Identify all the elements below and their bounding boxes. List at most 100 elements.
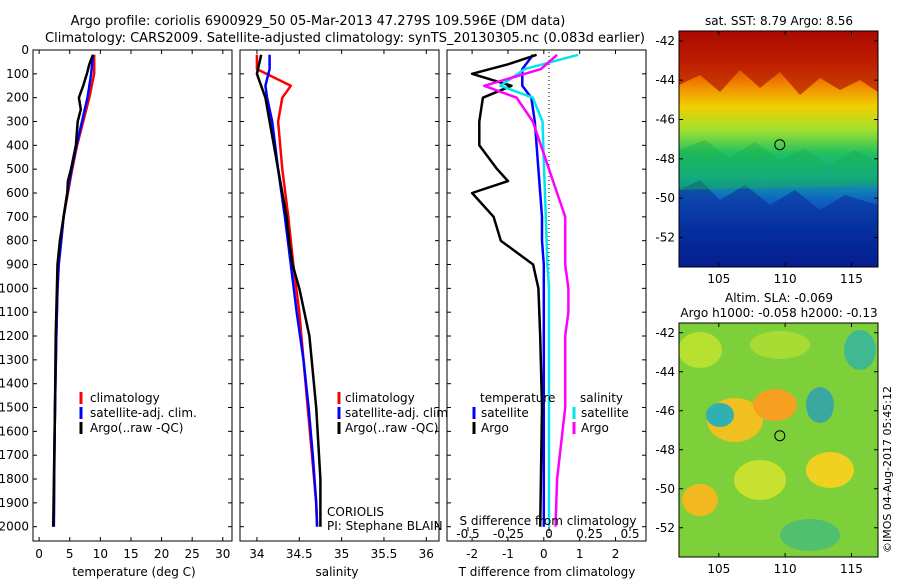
legend-label-climatology: climatology: [345, 391, 415, 405]
s-diff-tick-label: 0: [545, 527, 553, 541]
temperature-panel: 0100200300400500600700800900100011001200…: [0, 43, 233, 579]
temperature-x-axis: 0 5 10 15 20 25 30: [35, 50, 230, 561]
float-operator-label: CORIOLIS: [327, 505, 384, 519]
s-difference-x-axis: -0.5 -0.25 0 0.25 0.5: [456, 527, 640, 541]
x-tick-label: 5: [66, 547, 74, 561]
sst-cold-front-texture: [679, 180, 878, 267]
lon-tick-label: 115: [840, 562, 863, 576]
x-tick-label: 36: [419, 547, 434, 561]
lat-tick-label: -52: [655, 521, 675, 535]
x-tick-label: -1: [502, 547, 514, 561]
depth-tick-label: 1100: [0, 305, 29, 319]
sst-map-axes: -42 -44 -46 -48 -50 -52 105 110 115: [655, 31, 878, 286]
depth-tick-label: 1700: [0, 448, 29, 462]
depth-tick-label: 700: [6, 210, 29, 224]
depth-tick-label: 1000: [0, 281, 29, 295]
depth-tick-label: 1900: [0, 496, 29, 510]
legend-title-salinity: salinity: [580, 391, 623, 405]
legend-label-satellite: satellite-adj. clim.: [345, 406, 452, 420]
sst-map-panel: sat. SST: 8.79 Argo: 8.56 -42 -44 -46 -48 -5…: [655, 14, 879, 286]
sst-map-title: sat. SST: 8.79 Argo: 8.56: [705, 14, 853, 28]
salinity-panel: 34 34.5 35 35.5 36 salinity climatology sate…: [239, 49, 452, 579]
sla-map-title-line1: Altim. SLA: -0.069: [725, 291, 833, 305]
sla-map-title-line2: Argo h1000: -0.058 h2000: -0.13: [680, 306, 877, 320]
sla-anomaly-blob: [734, 460, 786, 500]
lat-tick-label: -48: [655, 152, 675, 166]
difference-panel: -2 -1 0 1 2 -0.5 -0.25 0 0.25 0.5 S difference f…: [446, 49, 647, 579]
depth-tick-label: 500: [6, 162, 29, 176]
sla-map-frame: [678, 322, 879, 558]
difference-legend: temperature satellite Argo salinity sate…: [472, 391, 629, 435]
difference-depth-ticks: [447, 49, 646, 528]
x-tick-label: 34.5: [286, 547, 313, 561]
sla-anomaly-blob: [753, 389, 797, 421]
depth-tick-label: 0: [21, 43, 29, 57]
depth-tick-label: 1200: [0, 329, 29, 343]
legend-label-argo: Argo(..raw -QC): [90, 421, 183, 435]
x-tick-label: -2: [466, 547, 478, 561]
lat-tick-label: -42: [655, 34, 675, 48]
x-tick-label: 35: [334, 547, 349, 561]
salinity-x-axis: 34 34.5 35 35.5 36: [249, 50, 434, 561]
legend-label-t-satellite: satellite: [481, 406, 529, 420]
legend-label-climatology: climatology: [90, 391, 160, 405]
lon-tick-label: 105: [707, 562, 730, 576]
t-difference-x-axis: -2 -1 0 1 2: [466, 50, 619, 561]
lat-tick-label: -46: [655, 404, 675, 418]
argo-position-marker: [774, 139, 786, 151]
temperature-plot-frame: [32, 49, 233, 542]
sla-anomaly-blob: [806, 452, 854, 488]
x-tick-label: 34: [249, 547, 264, 561]
salinity-series: [255, 54, 322, 527]
difference-plot-frame: [446, 49, 647, 542]
depth-tick-label: 200: [6, 91, 29, 105]
lat-tick-label: -50: [655, 482, 675, 496]
sla-anomaly-blob: [682, 484, 718, 516]
sla-anomaly-blob: [750, 331, 810, 359]
depth-tick-label: 1600: [0, 424, 29, 438]
lon-tick-label: 110: [774, 562, 797, 576]
x-tick-label: 30: [215, 547, 230, 561]
depth-tick-label: 1300: [0, 353, 29, 367]
legend-label-s-argo: Argo: [581, 421, 609, 435]
sla-anomaly-blob: [679, 332, 722, 368]
s-diff-tick-label: 0.25: [576, 527, 603, 541]
sla-anomaly-blob: [844, 330, 876, 370]
sst-warm-front-texture: [679, 31, 878, 95]
lon-tick-label: 115: [840, 272, 863, 286]
s-diff-tick-label: -0.5: [456, 527, 479, 541]
x-tick-label: 25: [185, 547, 200, 561]
lat-tick-label: -44: [655, 365, 675, 379]
lat-tick-label: -50: [655, 191, 675, 205]
sla-anomaly-blob: [806, 387, 834, 423]
sst-green-band-texture: [679, 140, 878, 190]
depth-tick-label: 1800: [0, 472, 29, 486]
s-diff-tick-label: 0.5: [620, 527, 639, 541]
x-tick-label: 35.5: [371, 547, 398, 561]
temperature-legend: climatology satellite-adj. clim. Argo(..…: [79, 391, 197, 435]
t-difference-axis-label: T difference from climatology: [458, 565, 636, 579]
lon-tick-label: 110: [774, 272, 797, 286]
lat-tick-label: -48: [655, 443, 675, 457]
depth-tick-label: 600: [6, 186, 29, 200]
series-line: [499, 53, 579, 527]
x-tick-label: 10: [93, 547, 108, 561]
difference-series: [470, 53, 579, 527]
legend-label-s-satellite: satellite: [581, 406, 629, 420]
depth-tick-label: 2000: [0, 520, 29, 534]
float-pi-label: PI: Stephane BLAIN: [327, 519, 443, 533]
temperature-series: [51, 54, 96, 527]
temperature-depth-axis: 0 100 200 300 400 500 600 700 800 900 1000 1100 1200…: [0, 43, 232, 534]
copyright-timestamp: ©IMOS 04-Aug-2017 05:45:12: [881, 386, 894, 553]
depth-tick-label: 400: [6, 138, 29, 152]
s-difference-axis-label: S difference from climatology: [460, 514, 637, 528]
depth-tick-label: 100: [6, 67, 29, 81]
legend-title-temperature: temperature: [480, 391, 555, 405]
x-tick-label: 15: [123, 547, 138, 561]
depth-tick-label: 300: [6, 115, 29, 129]
figure-title-line2: Climatology: CARS2009. Satellite-adjuste…: [45, 31, 645, 46]
salinity-legend: climatology satellite-adj. clim. Argo(..…: [337, 391, 452, 435]
lon-tick-label: 105: [707, 272, 730, 286]
s-diff-tick-label: -0.25: [493, 527, 524, 541]
